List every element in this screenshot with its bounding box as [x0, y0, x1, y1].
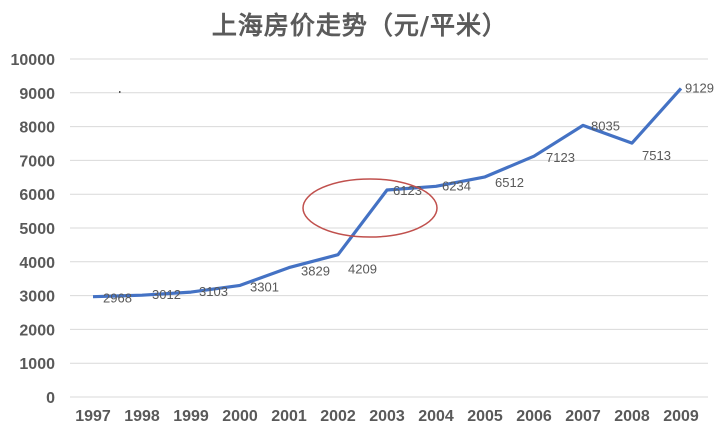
data-label: 3829 [301, 264, 330, 279]
y-tick-label: 4000 [19, 255, 55, 272]
data-labels: 2968 3012 3103 3301 3829 4209 6123 6234 6512 7123… [103, 80, 714, 305]
x-tick-label: 2008 [614, 408, 650, 425]
highlight-ellipse [302, 178, 438, 238]
y-tick-label: 6000 [19, 187, 55, 204]
data-label: 7123 [546, 150, 575, 165]
data-label: 4209 [348, 262, 377, 277]
x-tick-label: 1998 [124, 408, 160, 425]
x-tick-label: 1999 [173, 408, 209, 425]
data-label: 3103 [199, 284, 228, 299]
x-tick-label: 2000 [222, 408, 258, 425]
x-tick-label: 2003 [369, 408, 405, 425]
x-tick-label: 2005 [467, 408, 503, 425]
y-tick-label: 7000 [19, 153, 55, 170]
data-label: 6123 [393, 183, 422, 198]
x-tick-label: 2007 [565, 408, 601, 425]
x-tick-label: 2002 [320, 408, 356, 425]
y-tick-label: 0 [46, 390, 55, 407]
x-tick-label: 1997 [75, 408, 111, 425]
x-tick-label: 2004 [418, 408, 454, 425]
data-label: 8035 [591, 118, 620, 133]
data-label: 3301 [250, 279, 279, 294]
data-label: 6234 [442, 178, 471, 193]
data-label: 3012 [152, 287, 181, 302]
y-tick-label: 2000 [19, 322, 55, 339]
x-axis-ticks: 1997 1998 1999 2000 2001 2002 2003 2004 2005 2006… [75, 408, 699, 425]
y-tick-label: 5000 [19, 221, 55, 238]
data-label: 6512 [495, 175, 524, 190]
data-label: 7513 [642, 148, 671, 163]
x-tick-label: 2001 [271, 408, 307, 425]
y-tick-label: 8000 [19, 120, 55, 137]
y-tick-label: 3000 [19, 289, 55, 306]
data-label: 9129 [685, 80, 714, 95]
y-axis-ticks: 0 1000 2000 3000 4000 5000 6000 7000 8000 9000 100… [11, 52, 56, 407]
gridlines [70, 58, 708, 398]
y-tick-label: 1000 [19, 356, 55, 373]
y-tick-label: 10000 [11, 52, 56, 69]
data-label: 2968 [103, 291, 132, 306]
x-tick-label: 2009 [663, 408, 699, 425]
stray-mark [119, 91, 121, 93]
y-tick-label: 9000 [19, 86, 55, 103]
chart-title: 上海房价走势（元/平米） [211, 11, 509, 40]
x-tick-label: 2006 [516, 408, 552, 425]
price-line [92, 87, 683, 299]
